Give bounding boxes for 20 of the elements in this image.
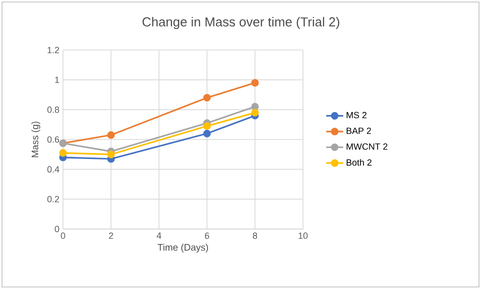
legend-label: Both 2 [346,159,372,166]
chart-title: Change in Mass over time (Trial 2) [142,16,340,30]
x-tick-label: 6 [204,232,210,239]
y-tick-label: 1 [55,76,60,83]
y-axis-title: Mass (g) [31,122,40,158]
x-tick-label: 8 [252,232,258,239]
x-tick-label: 10 [298,232,308,239]
y-tick-label: 0 [54,226,60,232]
y-tick-label: 0.6 [47,136,60,143]
x-tick-label: 0 [60,232,66,239]
y-tick-label: 0.2 [47,196,60,202]
x-tick-label: 4 [156,232,162,239]
x-axis-title: Time (Days) [158,244,208,253]
legend-label: MWCNT 2 [346,143,388,150]
y-tick-label: 0.4 [47,166,60,173]
y-tick-label: 1.2 [48,46,60,54]
legend-label: MS 2 [346,112,366,118]
y-tick-label: 0.8 [47,106,60,113]
legend-label: BAP 2 [346,128,371,134]
x-tick-label: 2 [108,232,114,239]
